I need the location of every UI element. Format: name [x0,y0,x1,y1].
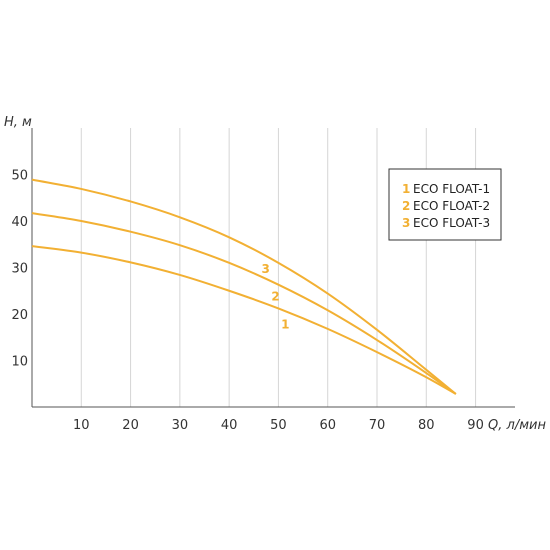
curve-label-3: 3 [261,262,269,276]
curve-label-1: 1 [281,317,289,331]
legend-box [388,168,502,241]
series-line-1 [31,245,457,395]
x-tick-label: 20 [122,418,139,433]
y-tick-label: 40 [11,215,28,230]
axes [31,128,515,408]
x-axis-label: Q, л/мин [488,418,546,433]
x-tick-label: 80 [418,418,435,433]
y-axis-label: H, м [4,115,32,130]
x-tick-label: 30 [172,418,189,433]
x-tick-label: 90 [467,418,484,433]
series-line-3 [31,178,457,395]
x-tick-label: 40 [221,418,238,433]
legend: 1 ECO FLOAT-12 ECO FLOAT-23 ECO FLOAT-3 [388,168,502,241]
legend-number: 3 [402,216,410,230]
x-tick-label: 70 [369,418,386,433]
x-tick-label: 50 [270,418,287,433]
tick-labels: 10 20 30 40 50 60 70 80 90 10 20 30 40 50 [11,169,483,434]
series-lines [31,178,457,395]
curve-label-2: 2 [271,290,279,304]
x-tick-label: 60 [319,418,336,433]
y-tick-label: 30 [11,262,28,277]
legend-number: 2 [402,199,410,213]
series-line-2 [31,212,457,395]
y-tick-label: 10 [11,355,28,370]
legend-entry: ECO FLOAT-3 [413,216,490,230]
legend-entry: ECO FLOAT-2 [413,199,490,213]
legend-items: 1 ECO FLOAT-12 ECO FLOAT-23 ECO FLOAT-3 [402,182,490,230]
x-tick-label: 10 [73,418,90,433]
grid-lines [80,128,477,407]
legend-entry: ECO FLOAT-1 [413,182,490,196]
y-tick-label: 50 [11,169,28,184]
legend-number: 1 [402,182,410,196]
curve-labels: 123 [261,262,289,331]
y-tick-label: 20 [11,308,28,323]
